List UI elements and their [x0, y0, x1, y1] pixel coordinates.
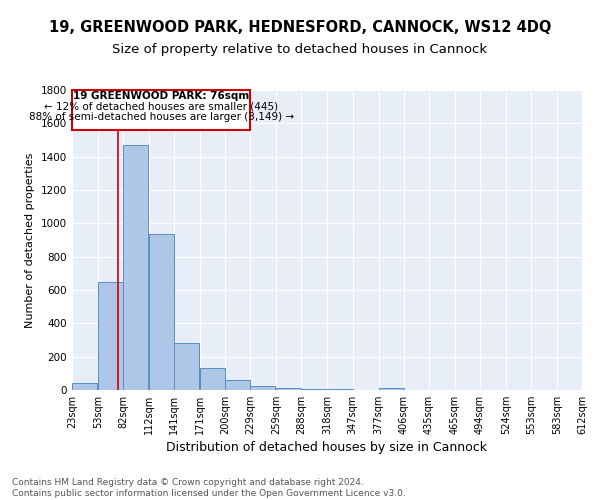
- Text: 19, GREENWOOD PARK, HEDNESFORD, CANNOCK, WS12 4DQ: 19, GREENWOOD PARK, HEDNESFORD, CANNOCK,…: [49, 20, 551, 35]
- Bar: [123, 145, 148, 390]
- Text: 19 GREENWOOD PARK: 76sqm: 19 GREENWOOD PARK: 76sqm: [73, 92, 250, 102]
- Bar: [149, 234, 174, 390]
- Bar: [328, 389, 353, 390]
- Bar: [98, 282, 123, 390]
- Bar: [72, 384, 97, 390]
- Bar: [200, 368, 225, 390]
- Bar: [277, 388, 301, 390]
- Y-axis label: Number of detached properties: Number of detached properties: [25, 152, 35, 328]
- Bar: [379, 388, 404, 390]
- Text: 88% of semi-detached houses are larger (3,149) →: 88% of semi-detached houses are larger (…: [29, 112, 294, 122]
- Bar: [301, 388, 326, 390]
- Bar: [72, 90, 250, 130]
- Text: Contains HM Land Registry data © Crown copyright and database right 2024.
Contai: Contains HM Land Registry data © Crown c…: [12, 478, 406, 498]
- Text: ← 12% of detached houses are smaller (445): ← 12% of detached houses are smaller (44…: [44, 102, 278, 112]
- Bar: [225, 380, 250, 390]
- Text: Size of property relative to detached houses in Cannock: Size of property relative to detached ho…: [112, 42, 488, 56]
- Bar: [174, 342, 199, 390]
- Bar: [250, 386, 275, 390]
- X-axis label: Distribution of detached houses by size in Cannock: Distribution of detached houses by size …: [167, 441, 487, 454]
